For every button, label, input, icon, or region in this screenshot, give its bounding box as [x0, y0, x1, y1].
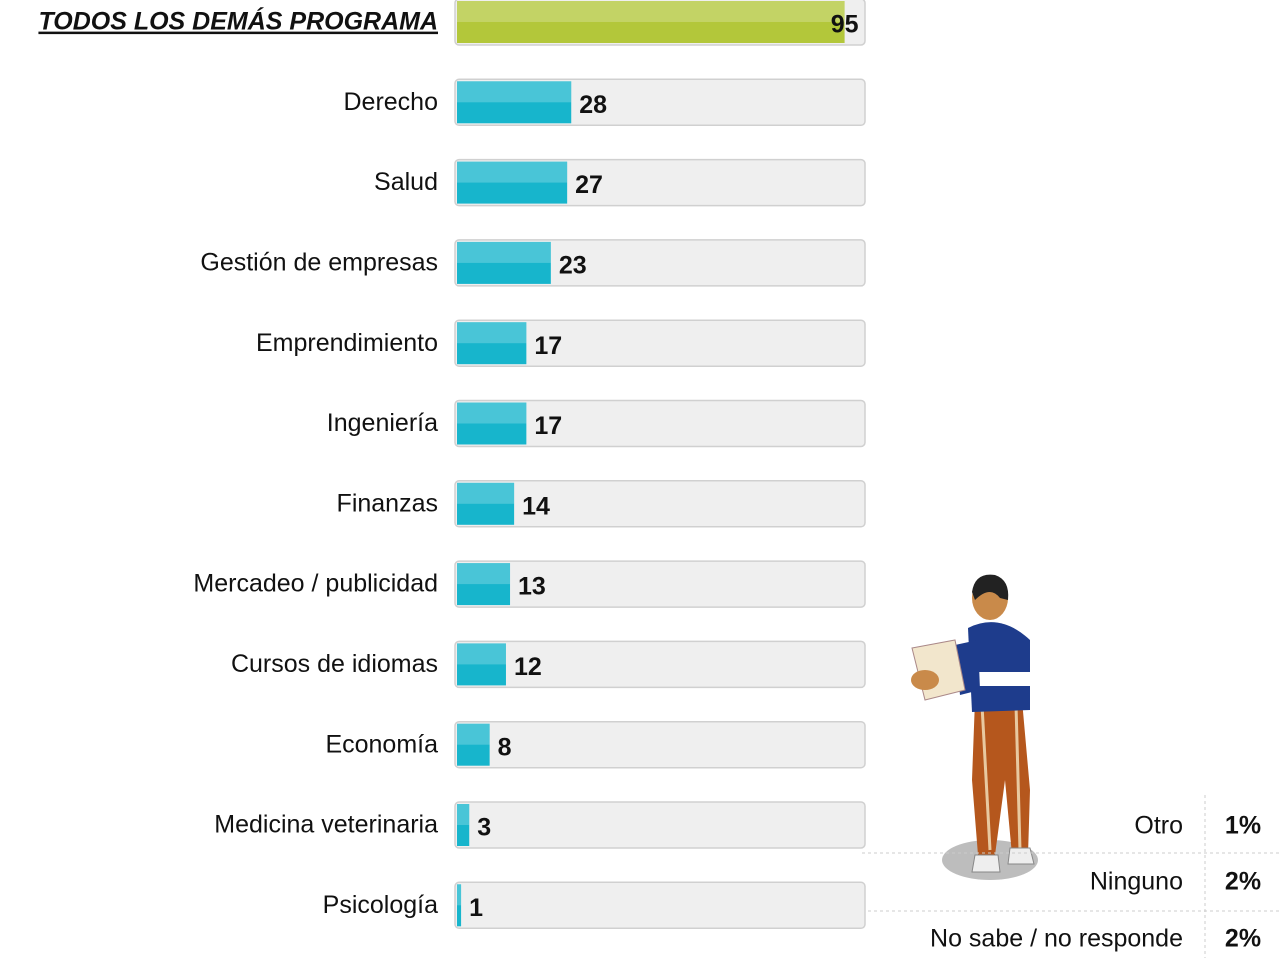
bar-highlight — [457, 723, 490, 745]
value-label: 23 — [559, 252, 587, 280]
bar-track — [454, 480, 866, 528]
category-label: Salud — [374, 168, 438, 196]
bar-highlight — [457, 482, 515, 504]
value-label: 14 — [522, 492, 550, 520]
category-label: Medicina veterinaria — [214, 811, 438, 839]
bar — [457, 804, 470, 846]
category-label: Mercadeo / publicidad — [193, 570, 438, 598]
bar — [457, 1, 845, 43]
bar-track — [454, 881, 866, 930]
value-label: 17 — [534, 332, 562, 360]
value-label: 28 — [579, 91, 607, 119]
category-label: Derecho — [344, 88, 439, 116]
bar-track — [454, 640, 866, 689]
table-value: 1% — [1225, 812, 1261, 840]
bar-highlight — [457, 161, 568, 183]
bar — [457, 161, 568, 204]
value-label: 12 — [514, 653, 542, 681]
bar-track — [454, 560, 866, 608]
bar-track — [454, 399, 866, 448]
category-label: Economía — [325, 730, 438, 758]
table-value: 2% — [1225, 925, 1261, 953]
bar-highlight — [457, 1, 845, 22]
bar-highlight — [457, 81, 572, 103]
value-label: 3 — [477, 814, 491, 842]
category-label: Ingeniería — [327, 409, 438, 437]
bar-highlight — [457, 241, 551, 263]
value-label: 95 — [831, 11, 859, 39]
bar-highlight — [457, 402, 527, 424]
bar — [457, 402, 527, 445]
bar — [457, 563, 511, 606]
bar — [457, 482, 515, 525]
bar-highlight — [457, 322, 527, 344]
category-label: Cursos de idiomas — [231, 650, 438, 678]
bar-track — [454, 801, 866, 849]
value-label: 8 — [498, 733, 512, 761]
bar-track — [454, 319, 866, 367]
category-label: TODOS LOS DEMÁS PROGRAMA — [38, 7, 438, 36]
bar — [457, 241, 551, 284]
bar — [457, 81, 572, 124]
category-label: Psicología — [323, 891, 438, 919]
category-label: Emprendimiento — [256, 329, 438, 357]
value-label: 27 — [575, 171, 603, 199]
category-label: Gestión de empresas — [200, 249, 438, 277]
table-value: 2% — [1225, 868, 1261, 896]
bar-highlight — [457, 804, 470, 825]
value-label: 13 — [518, 573, 546, 601]
bar-highlight — [457, 643, 506, 665]
table-label: No sabe / no responde — [930, 925, 1183, 953]
bar — [457, 884, 462, 927]
category-label: Finanzas — [337, 489, 438, 517]
person-illustration — [911, 574, 1038, 880]
table-label: Ninguno — [1090, 868, 1183, 896]
bar — [457, 643, 506, 686]
bar-highlight — [457, 884, 462, 906]
bar-track — [454, 239, 866, 287]
value-label: 1 — [469, 894, 483, 922]
bar — [457, 723, 490, 766]
bar — [457, 322, 527, 365]
bar-track — [454, 720, 866, 769]
value-label: 17 — [534, 412, 562, 440]
table-label: Otro — [1134, 812, 1183, 840]
bar-highlight — [457, 563, 511, 585]
